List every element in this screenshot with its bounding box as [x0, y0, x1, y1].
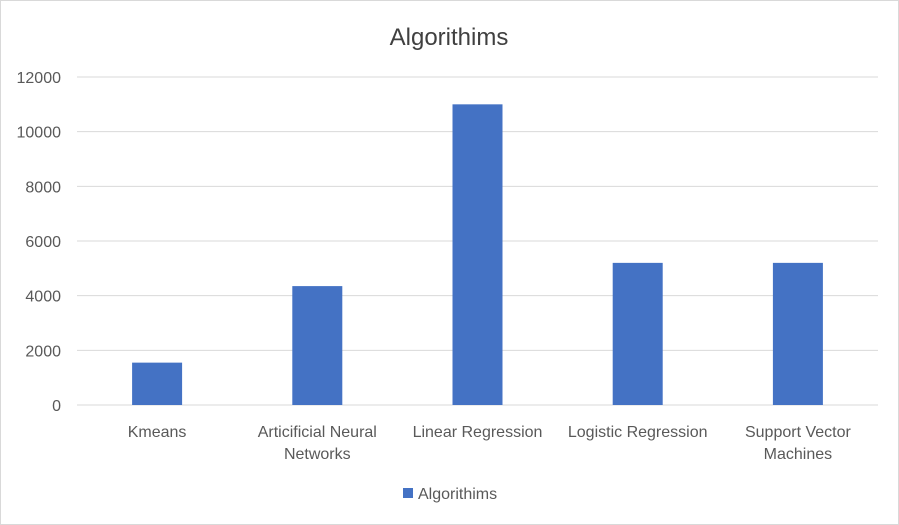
bar [292, 286, 343, 405]
legend: Algorithims [403, 486, 497, 503]
x-axis-categories: Kmeans Articificial Neural Networks Linear … [128, 424, 852, 463]
y-tick-label: 6000 [25, 234, 61, 251]
x-category-label: Networks [284, 446, 351, 463]
x-category-label: Support Vector [745, 424, 852, 441]
bar [452, 104, 503, 405]
y-tick-label: 8000 [25, 179, 61, 196]
bar [612, 262, 663, 405]
x-category-label: Kmeans [128, 424, 187, 441]
bar [132, 362, 183, 405]
y-axis-ticks: 0 2000 4000 6000 8000 10000 12000 [17, 70, 62, 415]
legend-label: Algorithims [418, 486, 497, 503]
bars [132, 104, 823, 405]
y-tick-label: 12000 [17, 70, 62, 87]
x-category-label: Logistic Regression [568, 424, 708, 441]
chart-title: Algorithims [390, 24, 509, 51]
x-category-label: Articificial Neural [258, 424, 377, 441]
x-category-label: Linear Regression [413, 424, 543, 441]
y-tick-label: 0 [52, 398, 61, 415]
x-category-label: Machines [764, 446, 832, 463]
y-tick-label: 4000 [25, 289, 61, 306]
bar [772, 262, 823, 405]
legend-swatch [403, 488, 413, 498]
y-tick-label: 2000 [25, 343, 61, 360]
y-tick-label: 10000 [17, 125, 62, 142]
